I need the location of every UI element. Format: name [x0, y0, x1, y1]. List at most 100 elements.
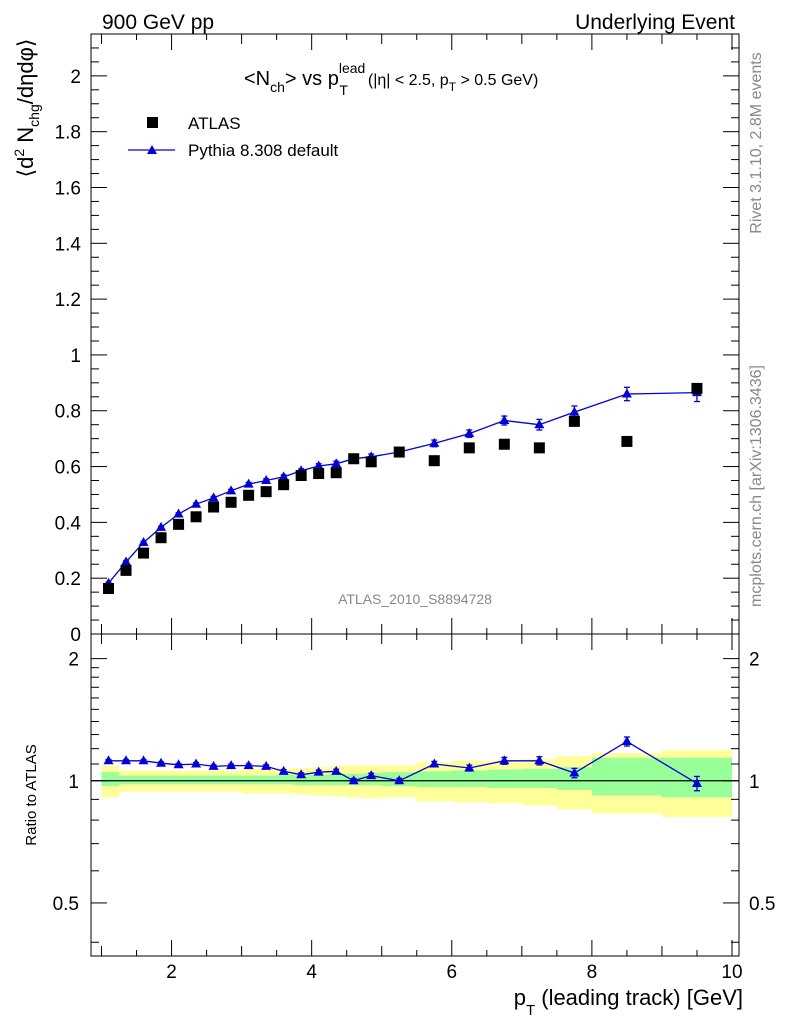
mc-point	[278, 471, 289, 481]
mc-point	[138, 536, 149, 546]
main-y-tick-label: 0.2	[55, 569, 81, 590]
mc-curve	[107, 391, 698, 584]
ratio-point	[121, 755, 132, 765]
ratio-point	[394, 775, 405, 785]
main-y-tick-label: 0	[70, 625, 81, 646]
ratio-plot-layer: 2 4 6 8 10 0.5 0.5 1 1 2 2	[53, 634, 775, 983]
ratio-point	[243, 760, 254, 770]
atlas-point	[691, 382, 703, 394]
x-tick-label: 2	[166, 962, 177, 983]
ratio-band-inner	[154, 775, 172, 785]
atlas-point	[243, 489, 255, 501]
atlas-point	[278, 479, 290, 491]
atlas-point	[621, 435, 633, 447]
atlas-point	[498, 438, 510, 450]
ratio-point	[103, 755, 114, 765]
atlas-point	[225, 496, 237, 508]
ratio-band-inner	[311, 774, 330, 786]
main-plot-layer: 0 0.2 0.4 0.6 0.8 1 1.2 1.4 1.6 1.8 2	[55, 33, 739, 646]
atlas-point	[155, 532, 167, 544]
mc-point	[569, 406, 580, 416]
atlas-point	[428, 455, 440, 467]
atlas-point	[568, 415, 580, 427]
legend: ATLAS Pythia 8.308 default	[128, 114, 339, 160]
rivet-label: Rivet 3.1.10, 2.8M events	[748, 52, 765, 233]
ratio-band-inner	[189, 775, 207, 785]
ratio-point	[348, 775, 359, 785]
atlas-point	[208, 501, 220, 513]
x-tick-label: 8	[587, 962, 598, 983]
ratio-point	[278, 765, 289, 775]
ratio-band-inner	[136, 775, 155, 785]
ratio-band-inner	[259, 775, 277, 785]
ratio-point	[296, 769, 307, 779]
main-y-tick-label: 0.8	[55, 402, 81, 423]
ratio-y-tick-label: 1	[68, 772, 79, 793]
ratio-band-inner	[591, 757, 662, 796]
ratio-point	[464, 762, 475, 772]
x-tick-label: 4	[306, 962, 317, 983]
legend-atlas-marker	[147, 117, 158, 128]
ratio-band-inner	[276, 774, 295, 785]
ratio-band-inner	[521, 768, 557, 788]
atlas-point	[348, 453, 360, 465]
svg-text:pT (leading track) [GeV]: pT (leading track) [GeV]	[514, 985, 743, 1019]
x-tick-label: 6	[446, 962, 457, 983]
ratio-point	[208, 760, 219, 770]
main-y-tick-label: 0.6	[55, 458, 81, 479]
atlas-point	[393, 446, 405, 458]
ratio-band-inner	[556, 767, 592, 790]
mc-point	[331, 458, 342, 468]
mcplots-label: mcplots.cern.ch [arXiv:1306.3436]	[748, 365, 765, 607]
main-y-tick-label: 0.4	[55, 513, 82, 534]
mc-point	[534, 419, 545, 429]
legend-mc-marker	[147, 145, 157, 154]
ratio-point	[173, 759, 184, 769]
ratio-band-inner	[171, 775, 190, 785]
ratio-y-tick-label-right: 0.5	[749, 894, 775, 915]
mc-point	[621, 388, 632, 398]
ratio-point	[534, 755, 545, 765]
main-y-tick-label: 1.8	[55, 123, 81, 144]
mc-point	[226, 485, 237, 495]
ratio-point	[366, 770, 377, 780]
ratio-band-inner	[206, 775, 225, 785]
ratio-point	[226, 760, 237, 770]
mc-point	[499, 415, 510, 425]
ratio-band-inner	[294, 774, 312, 786]
mc-point	[429, 437, 440, 447]
mc-point	[464, 428, 475, 438]
ratio-band-inner	[241, 775, 260, 785]
ratio-band-inner	[486, 769, 522, 788]
ratio-band-inner	[224, 775, 242, 785]
mc-point	[173, 508, 184, 518]
atlas-point	[313, 468, 325, 480]
atlas-point	[103, 583, 115, 595]
atlas-point	[463, 442, 475, 454]
xlabel: pT (leading track) [GeV]	[514, 985, 743, 1019]
ratio-y-tick-label: 2	[68, 650, 79, 671]
header-right: Underlying Event	[575, 11, 735, 34]
atlas-point	[365, 456, 377, 468]
ratio-point	[499, 755, 510, 765]
ratio-point	[429, 758, 440, 768]
mc-point	[261, 475, 272, 485]
ratio-y-tick-label-right: 1	[749, 772, 760, 793]
atlas-point	[190, 511, 202, 523]
atlas-point	[173, 518, 185, 530]
ratio-point	[569, 767, 580, 777]
ratio-ylabel: Ratio to ATLAS	[23, 744, 40, 845]
analysis-watermark: ATLAS_2010_S8894728	[338, 591, 492, 607]
ratio-panel-frame	[90, 633, 740, 957]
main-y-tick-label: 1.6	[55, 178, 81, 199]
ratio-point	[621, 735, 632, 745]
ratio-band-inner	[416, 771, 452, 788]
svg-text:⟨d2 Nchg/dηdφ⟩: ⟨d2 Nchg/dηdφ⟩	[11, 39, 42, 178]
ratio-y-tick-label-right: 2	[749, 650, 760, 671]
legend-atlas-label: ATLAS	[188, 114, 241, 133]
ratio-point	[691, 777, 702, 787]
ratio-band-inner	[329, 773, 347, 786]
atlas-point	[295, 469, 307, 481]
